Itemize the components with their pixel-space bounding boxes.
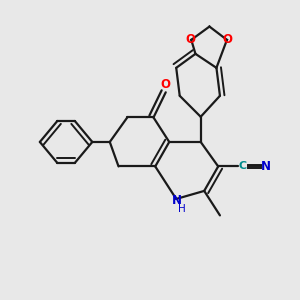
Text: N: N (260, 160, 270, 173)
Text: N: N (172, 194, 182, 207)
Text: H: H (178, 204, 186, 214)
Text: O: O (223, 33, 232, 46)
Text: O: O (186, 33, 196, 46)
Text: C: C (238, 161, 247, 171)
Text: O: O (161, 78, 171, 91)
